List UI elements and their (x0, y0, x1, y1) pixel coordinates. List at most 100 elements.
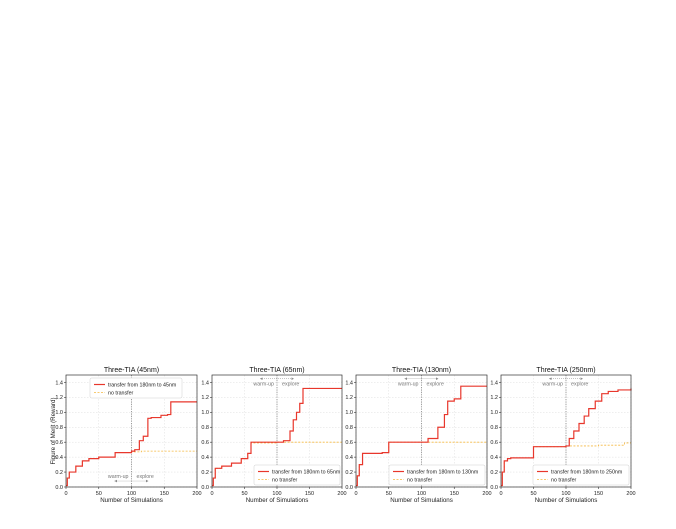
legend-box (532, 464, 630, 486)
legend: transfer from 180nm to 65nm no transfer (253, 464, 341, 486)
y-tick-label: 0.0 (55, 485, 63, 491)
y-tick-label: 0.4 (345, 455, 353, 461)
y-tick-label: 0.2 (490, 470, 498, 476)
explore-label: explore (571, 382, 588, 388)
chart-title: Three-TIA (45nm) (104, 367, 159, 374)
annotation-arrow-left (549, 377, 552, 381)
chart-panel-4: Three-TIA (250nm) 0 50 100 150 200 0.0 0.2 0.4 0.… (490, 367, 635, 504)
x-tick-label: 50 (96, 491, 102, 497)
x-tick-label: 200 (337, 491, 346, 497)
x-tick-label: 150 (160, 491, 169, 497)
y-tick-label: 0.4 (490, 455, 498, 461)
x-tick-label: 200 (192, 491, 201, 497)
plot-frame (211, 374, 343, 488)
y-tick-label: 0.8 (490, 425, 498, 431)
chart-panel-2: Three-TIA (65nm) 0 50 100 150 200 0.0 0.2 0.4 0.6… (201, 367, 346, 504)
chart-title: Three-TIA (65nm) (249, 367, 304, 374)
y-axis-label: Figure of Merit (Reward) (50, 397, 57, 464)
y-tick-label: 0.6 (201, 440, 209, 446)
annotation-arrow-right (146, 479, 149, 483)
y-tick-label: 0.8 (55, 425, 63, 431)
plot-frame (355, 374, 488, 488)
x-tick-label: 200 (626, 491, 635, 497)
series-transfer-line (212, 387, 342, 487)
x-tick-label: 0 (499, 491, 502, 497)
warmup-label: warm-up (108, 474, 129, 480)
legend: transfer from 180nm to 45nm no transfer (89, 377, 183, 399)
series-transfer-line (501, 388, 632, 487)
y-tick-label: 0.6 (55, 440, 63, 446)
chart-title: Three-TIA (250nm) (536, 367, 595, 374)
legend-label: transfer from 180nm to 45nm (108, 382, 177, 388)
warmup-label: warm-up (542, 382, 563, 388)
annotation-arrow-left (114, 479, 117, 483)
y-tick-label: 0.6 (345, 440, 353, 446)
y-tick-label: 0.4 (55, 455, 63, 461)
legend-box (253, 464, 341, 486)
x-tick-label: 100 (127, 491, 136, 497)
legend: transfer from 180nm to 250nm no transfer (532, 464, 630, 486)
x-tick-label: 200 (482, 491, 491, 497)
annotation-arrow-right (436, 377, 439, 381)
y-tick-label: 1.2 (55, 395, 63, 401)
x-tick-label: 50 (530, 491, 536, 497)
x-tick-label: 150 (594, 491, 603, 497)
x-tick-label: 100 (417, 491, 426, 497)
x-tick-label: 150 (305, 491, 314, 497)
annotation-arrow-left (404, 377, 407, 381)
y-tick-label: 0.2 (345, 470, 353, 476)
legend-label: no transfer (551, 477, 577, 483)
legend-label: no transfer (407, 477, 433, 483)
x-tick-label: 50 (241, 491, 247, 497)
legend-label: transfer from 180nm to 250nm (551, 469, 623, 475)
x-tick-label: 100 (561, 491, 570, 497)
y-tick-label: 0.2 (55, 470, 63, 476)
explore-label: explore (137, 474, 154, 480)
legend-label: no transfer (272, 477, 298, 483)
y-tick-label: 0.0 (345, 485, 353, 491)
y-tick-label: 0.0 (201, 485, 209, 491)
y-tick-label: 1.0 (201, 410, 209, 416)
y-tick-label: 1.2 (201, 395, 209, 401)
y-tick-label: 1.4 (201, 380, 209, 386)
plot-frame (65, 374, 198, 488)
y-tick-label: 1.4 (55, 380, 63, 386)
legend: transfer from 180nm to 130nm no transfer (388, 464, 486, 486)
y-tick-label: 1.2 (345, 395, 353, 401)
chart-panel-3: Three-TIA (130nm) 0 50 100 150 200 0.0 0.2 0.4 0.… (345, 367, 491, 504)
legend-label: no transfer (108, 390, 134, 396)
x-tick-label: 0 (64, 491, 67, 497)
x-tick-label: 0 (210, 491, 213, 497)
x-tick-label: 150 (450, 491, 459, 497)
series-transfer-line (356, 385, 487, 487)
y-tick-label: 0.6 (490, 440, 498, 446)
x-tick-label: 100 (272, 491, 281, 497)
explore-label: explore (427, 382, 444, 388)
y-tick-label: 1.4 (345, 380, 353, 386)
y-tick-label: 0.8 (345, 425, 353, 431)
annotation-arrow-left (260, 377, 263, 381)
y-tick-label: 0.0 (490, 485, 498, 491)
plot-frame (500, 374, 632, 488)
x-tick-label: 50 (386, 491, 392, 497)
annotation-arrow-right (580, 377, 583, 381)
y-tick-label: 0.2 (201, 470, 209, 476)
y-tick-label: 0.8 (201, 425, 209, 431)
warmup-label: warm-up (398, 382, 419, 388)
y-tick-label: 1.2 (490, 395, 498, 401)
y-tick-label: 0.4 (201, 455, 209, 461)
y-tick-label: 1.0 (490, 410, 498, 416)
legend-box (89, 377, 183, 399)
explore-label: explore (282, 382, 299, 388)
y-tick-label: 1.4 (490, 380, 498, 386)
chart-title: Three-TIA (130nm) (392, 367, 451, 374)
y-tick-label: 1.0 (55, 410, 63, 416)
x-axis-label: Number of Simulations (100, 497, 163, 504)
x-axis-label: Number of Simulations (535, 497, 598, 504)
x-axis-label: Number of Simulations (246, 497, 309, 504)
legend-label: transfer from 180nm to 130nm (407, 469, 479, 475)
y-tick-label: 1.0 (345, 410, 353, 416)
warmup-label: warm-up (253, 382, 274, 388)
chart-panel-1: Three-TIA (45nm) 0 50 100 150 200 0.0 0.2 0.4 0.6… (55, 367, 201, 504)
